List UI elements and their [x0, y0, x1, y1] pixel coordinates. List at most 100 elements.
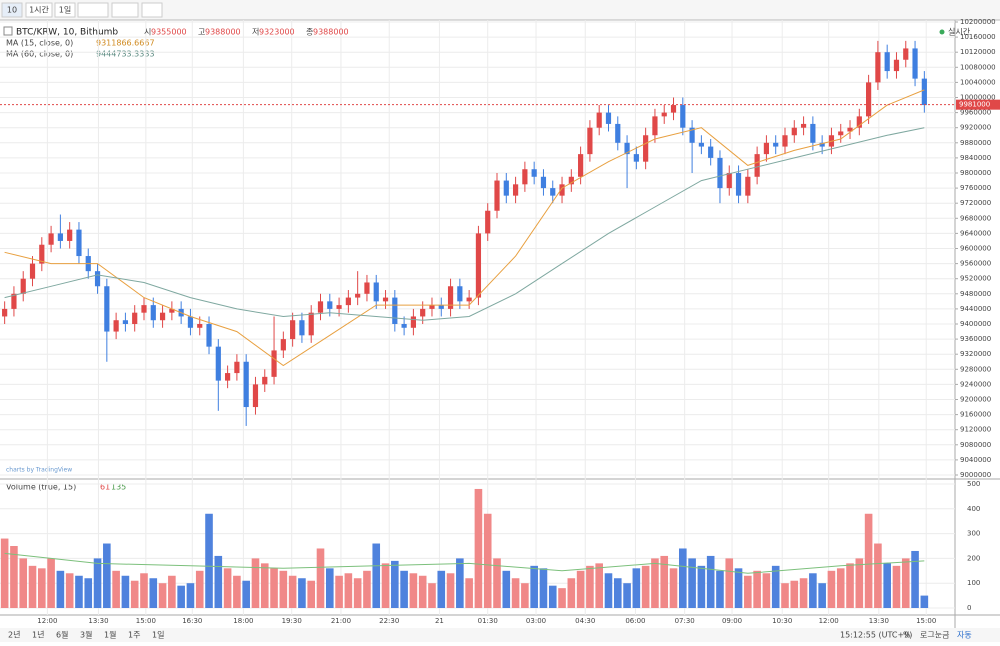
- volume-bar: [688, 558, 696, 608]
- candle-body: [754, 154, 760, 177]
- y-tick-label: 500: [967, 480, 980, 488]
- volume-bar: [47, 558, 55, 608]
- candle-body: [494, 180, 500, 211]
- y-tick-label: 9360000: [960, 335, 991, 343]
- button-label[interactable]: 1일: [59, 6, 71, 15]
- volume-bar: [251, 558, 260, 608]
- button[interactable]: [25, 2, 53, 18]
- y-tick-label: 9880000: [960, 139, 991, 147]
- auto-toggle[interactable]: 자동: [957, 631, 972, 640]
- ohlc-label: 시: [144, 28, 151, 37]
- volume-bar: [558, 588, 566, 608]
- candle-body: [587, 127, 593, 155]
- range-button[interactable]: 1년: [32, 630, 44, 640]
- volume-bar: [446, 573, 455, 608]
- volume-bar: [771, 565, 780, 608]
- x-tick-label: 10:30: [772, 617, 792, 625]
- button[interactable]: [54, 2, 76, 18]
- range-button[interactable]: 1월: [104, 630, 116, 640]
- y-tick-label: 10200000: [960, 18, 996, 26]
- volume-bar: [177, 585, 185, 608]
- x-tick-label: 16:30: [182, 617, 202, 625]
- button-label[interactable]: 1시간: [29, 5, 49, 15]
- interval-button[interactable]: [1, 2, 23, 18]
- candle-body: [615, 123, 621, 143]
- candle-body: [568, 176, 574, 185]
- volume-bar: [521, 583, 529, 608]
- candle-body: [531, 169, 537, 177]
- ma-value: 9311866.6667: [96, 39, 155, 48]
- candle-body: [624, 142, 630, 155]
- volume-bar: [790, 580, 799, 608]
- volume-bar: [846, 563, 854, 608]
- candle-body: [345, 297, 351, 306]
- ma-value: 9444733.3333: [96, 50, 155, 59]
- y-tick-label: 0: [967, 604, 971, 612]
- volume-bar: [75, 575, 83, 608]
- y-tick-label: 9480000: [960, 290, 991, 298]
- symbol: BTC/KRW, 10, Bithumb: [16, 28, 118, 38]
- y-tick-label: 9960000: [960, 109, 991, 117]
- candle-body: [670, 105, 677, 113]
- candle-body: [838, 131, 844, 136]
- x-tick-label: 12:00: [819, 617, 839, 625]
- log-toggle[interactable]: 로그눈금: [920, 631, 949, 640]
- volume-bar: [864, 513, 873, 608]
- indicator-button[interactable]: [141, 2, 163, 18]
- range-button[interactable]: 6월: [56, 630, 68, 640]
- candle-body: [810, 123, 816, 143]
- menu-button[interactable]: [77, 2, 109, 18]
- volume-bar: [734, 568, 743, 608]
- volume-bar: [901, 558, 910, 608]
- volume-bar: [288, 575, 297, 608]
- candle-body: [447, 286, 454, 309]
- candle-body: [317, 301, 324, 313]
- y-tick-label: 9400000: [960, 320, 991, 328]
- candle-body: [197, 324, 203, 328]
- interval[interactable]: 10: [7, 6, 17, 15]
- candle-body: [921, 78, 927, 106]
- volume-bar: [279, 570, 288, 608]
- candle-body: [912, 48, 918, 79]
- percent-toggle[interactable]: %: [903, 631, 911, 640]
- volume-bar: [316, 548, 325, 608]
- collapse-icon[interactable]: [3, 26, 13, 36]
- volume-bar: [186, 583, 195, 608]
- y-tick-label: 9640000: [960, 229, 991, 237]
- volume-bar: [920, 595, 929, 608]
- volume-bar: [604, 573, 613, 608]
- candle-body: [512, 184, 519, 196]
- candle-body: [466, 297, 472, 302]
- y-tick-label: 9280000: [960, 365, 991, 373]
- y-tick-label: 10160000: [960, 33, 996, 41]
- volume-bar: [576, 570, 585, 608]
- y-tick-label: 10120000: [960, 48, 996, 56]
- candle-body: [680, 105, 686, 128]
- volume-bar: [883, 563, 891, 608]
- volume-bar: [799, 578, 808, 608]
- ohlc-label: 저: [252, 28, 259, 37]
- volume-bar: [121, 575, 130, 608]
- candle-body: [485, 210, 491, 234]
- range-button[interactable]: 2년: [8, 630, 20, 640]
- chart-style-button[interactable]: [111, 2, 139, 18]
- volume-bar: [679, 548, 687, 608]
- volume-bar: [892, 565, 901, 608]
- volume-bar: [874, 543, 882, 608]
- range-button[interactable]: 3월: [80, 630, 92, 640]
- volume-bar: [548, 585, 557, 608]
- volume-bar: [400, 570, 408, 608]
- candle-body: [457, 286, 463, 302]
- range-button[interactable]: 1일: [152, 631, 164, 640]
- candle-body: [29, 263, 36, 279]
- candle-body: [215, 346, 221, 381]
- candle-body: [327, 301, 333, 309]
- volume-bar: [502, 570, 511, 608]
- range-button[interactable]: 1주: [128, 631, 140, 640]
- candle-body: [364, 282, 370, 294]
- volume-bar: [595, 563, 603, 608]
- x-tick-label: 15:00: [916, 617, 936, 625]
- candle-body: [243, 361, 249, 408]
- volume-bar: [651, 558, 659, 608]
- ma-name: MA (15, close, 0): [6, 39, 73, 48]
